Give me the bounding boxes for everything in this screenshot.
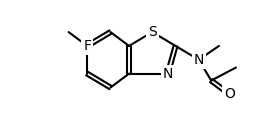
Text: N: N [163,67,173,81]
Text: N: N [193,53,204,67]
Text: S: S [148,25,157,39]
Text: O: O [224,87,235,101]
Text: F: F [83,39,91,53]
